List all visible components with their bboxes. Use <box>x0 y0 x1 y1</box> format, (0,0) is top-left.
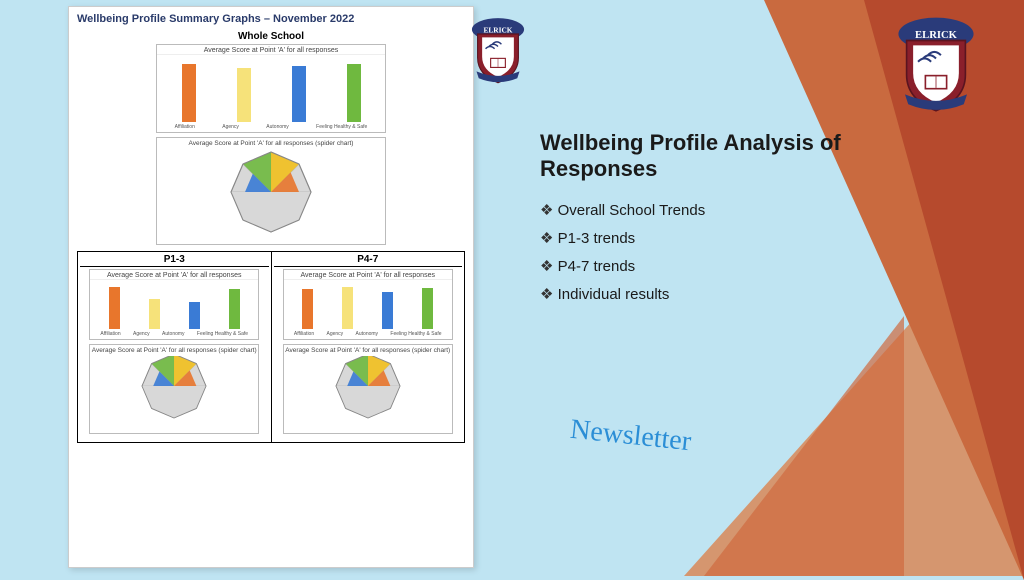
newsletter-link[interactable]: Newsletter <box>569 414 693 459</box>
chart-title: Average Score at Point 'A' for all respo… <box>284 345 452 356</box>
bar-chart-p13: Average Score at Point 'A' for all respo… <box>89 269 259 340</box>
bar-label: Affiliation <box>100 331 120 337</box>
sheet-title: Wellbeing Profile Summary Graphs – Novem… <box>77 13 465 25</box>
bar-chart-p47: Average Score at Point 'A' for all respo… <box>283 269 453 340</box>
bar <box>302 289 313 329</box>
radar-chart-whole: Average Score at Point 'A' for all respo… <box>156 137 386 245</box>
bar-chart-whole: Average Score at Point 'A' for all respo… <box>156 44 386 133</box>
bar <box>382 292 393 330</box>
chart-title: Average Score at Point 'A' for all respo… <box>157 138 385 149</box>
bar <box>237 68 251 122</box>
chart-title: Average Score at Point 'A' for all respo… <box>90 345 258 356</box>
chart-title: Average Score at Point 'A' for all respo… <box>284 270 452 279</box>
bar-label: Agency <box>222 124 239 130</box>
list-item: P4-7 trends <box>540 257 870 275</box>
list-item: Individual results <box>540 285 870 303</box>
bar-label: Autonomy <box>356 331 379 337</box>
bar <box>109 287 120 330</box>
bar-label: Feeling Healthy & Safe <box>316 124 367 130</box>
bar-label: Autonomy <box>162 331 185 337</box>
bar <box>229 289 240 329</box>
radar-chart-p13: Average Score at Point 'A' for all respo… <box>89 344 259 434</box>
radar-chart-p47: Average Score at Point 'A' for all respo… <box>283 344 453 434</box>
school-crest-icon <box>894 16 978 114</box>
bullet-list: Overall School Trends P1-3 trends P4-7 t… <box>540 201 870 303</box>
list-item: Overall School Trends <box>540 201 870 219</box>
group-header: P1-3 <box>80 254 269 267</box>
bar <box>149 299 160 329</box>
bar-label: Affiliation <box>175 124 195 130</box>
bar <box>422 288 433 329</box>
bar <box>182 64 196 122</box>
chart-title: Average Score at Point 'A' for all respo… <box>157 45 385 54</box>
school-crest-icon <box>469 17 527 85</box>
bar-label: Feeling Healthy & Safe <box>390 331 441 337</box>
bar-label: Feeling Healthy & Safe <box>197 331 248 337</box>
page-title: Wellbeing Profile Analysis of Responses <box>540 130 870 183</box>
bar-label: Autonomy <box>266 124 289 130</box>
group-split: P1-3 Average Score at Point 'A' for all … <box>77 251 465 443</box>
bar <box>189 302 200 330</box>
bar <box>292 66 306 122</box>
chart-title: Average Score at Point 'A' for all respo… <box>90 270 258 279</box>
content-block: Wellbeing Profile Analysis of Responses … <box>540 130 870 313</box>
bar-label: Affiliation <box>294 331 314 337</box>
bar <box>347 64 361 122</box>
group-p13: P1-3 Average Score at Point 'A' for all … <box>78 252 272 442</box>
group-header: P4-7 <box>274 254 463 267</box>
list-item: P1-3 trends <box>540 229 870 247</box>
summary-sheet: Wellbeing Profile Summary Graphs – Novem… <box>68 6 474 568</box>
bar-label: Agency <box>133 331 150 337</box>
group-p47: P4-7 Average Score at Point 'A' for all … <box>272 252 465 442</box>
bar-label: Agency <box>326 331 343 337</box>
bar <box>342 287 353 330</box>
whole-school-label: Whole School <box>77 31 465 42</box>
